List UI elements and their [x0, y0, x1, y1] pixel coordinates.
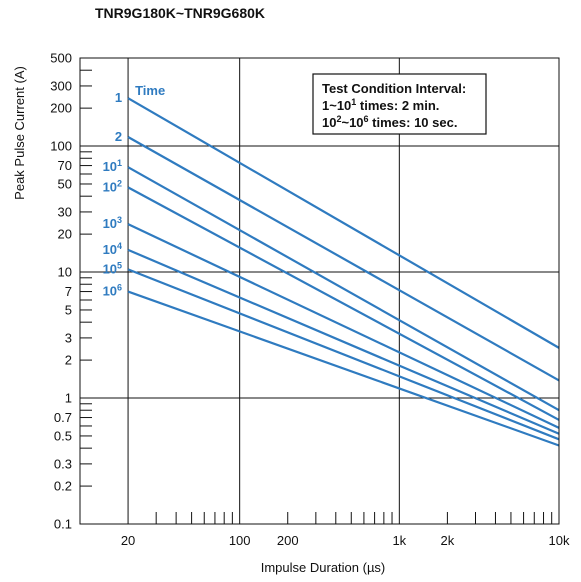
- y-tick-label: 50: [58, 176, 72, 191]
- series-label: 102: [103, 178, 122, 194]
- series-line: [127, 186, 560, 421]
- series-line: [127, 136, 560, 382]
- series-line: [127, 290, 560, 447]
- legend-title: Time: [135, 83, 165, 98]
- y-tick-label: 5: [65, 302, 72, 317]
- series-label: 101: [103, 158, 122, 174]
- series-lines: [127, 97, 560, 447]
- y-tick-label: 0.7: [54, 410, 72, 425]
- y-tick-label: 2: [65, 353, 72, 368]
- y-tick-label: 0.2: [54, 479, 72, 494]
- note-line-2: 1~101 times: 2 min.: [322, 97, 439, 113]
- x-tick-label: 2k: [441, 533, 455, 548]
- y-tick-label: 1: [65, 391, 72, 406]
- minor-ticks: [80, 57, 553, 524]
- y-tick-label: 7: [65, 284, 72, 299]
- y-tick-label: 3: [65, 330, 72, 345]
- y-tick-label: 200: [50, 101, 72, 116]
- y-tick-label: 0.5: [54, 428, 72, 443]
- x-tick-labels: 20 100 200 1k 2k 10k: [121, 533, 570, 548]
- series-label: 106: [103, 283, 122, 299]
- series-line: [127, 223, 560, 429]
- series-label: 105: [103, 260, 122, 276]
- series-label: 2: [115, 129, 122, 144]
- y-tick-label: 0.1: [54, 517, 72, 532]
- y-tick-labels: 500 300 200 100 70 50 30 20 10 7 5 3 2 1 0.7 0.5 0.3 0.2 0…: [50, 51, 72, 532]
- x-tick-label: 1k: [392, 533, 406, 548]
- plot-frame: [79, 57, 560, 525]
- note-line-1: Test Condition Interval:: [322, 81, 466, 96]
- series-label: 1: [115, 90, 122, 105]
- series-line: [127, 248, 560, 435]
- y-tick-label: 100: [50, 139, 72, 154]
- x-tick-label: 100: [229, 533, 251, 548]
- series-line: [127, 268, 560, 441]
- y-axis-title: Peak Pulse Current (A): [12, 66, 27, 200]
- x-tick-label: 200: [277, 533, 299, 548]
- x-axis-title: Impulse Duration (µs): [261, 560, 386, 575]
- y-tick-label: 70: [58, 158, 72, 173]
- note-line-3: 102~106 times: 10 sec.: [322, 114, 457, 130]
- series-label: 104: [103, 241, 122, 257]
- y-tick-label: 10: [58, 265, 72, 280]
- series-line: [127, 97, 560, 349]
- x-tick-label: 20: [121, 533, 135, 548]
- series-label: 103: [103, 215, 122, 231]
- test-condition-note: Test Condition Interval: 1~101 times: 2 …: [312, 73, 487, 135]
- series-labels: 1 2 101 102 103 104 105 106 Time: [103, 83, 166, 298]
- chart-title: TNR9G180K~TNR9G680K: [95, 5, 265, 21]
- y-tick-label: 500: [50, 51, 72, 66]
- y-tick-label: 20: [58, 227, 72, 242]
- x-tick-label: 10k: [549, 533, 570, 548]
- y-tick-label: 30: [58, 204, 72, 219]
- y-tick-label: 0.3: [54, 456, 72, 471]
- y-tick-label: 300: [50, 78, 72, 93]
- series-line: [127, 166, 560, 412]
